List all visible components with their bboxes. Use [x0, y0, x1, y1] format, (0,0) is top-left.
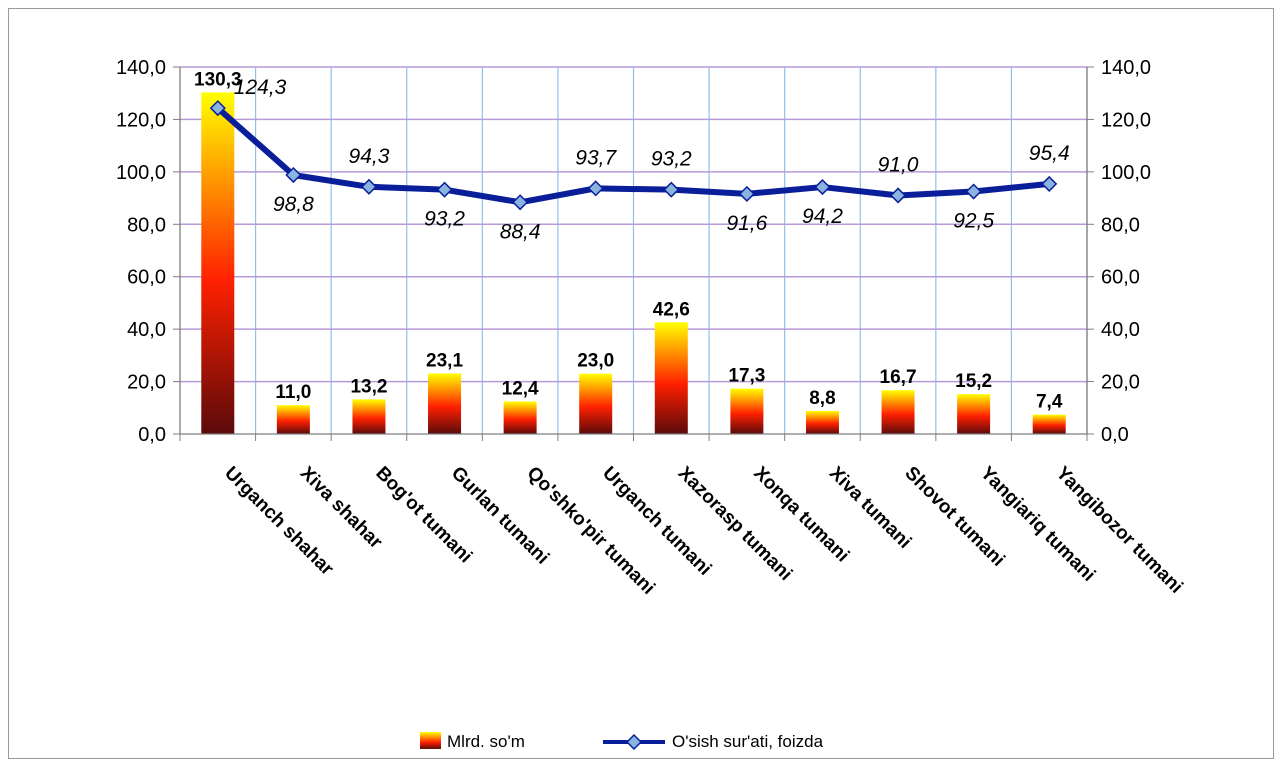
y2-tick-label: 40,0	[1101, 319, 1140, 341]
y2-tick-label: 140,0	[1101, 57, 1151, 79]
y-tick-label: 120,0	[116, 109, 166, 131]
bar-series	[201, 92, 1066, 434]
bar	[805, 410, 839, 434]
line-value-label: 124,3	[234, 76, 287, 99]
bar-value-label: 130,3	[194, 69, 242, 90]
bar	[957, 394, 991, 434]
line-value-label: 93,2	[424, 208, 465, 231]
line-marker	[965, 183, 982, 200]
data-labels: 130,3 11,0 13,2 23,1 12,4 23,0 42,6 17,3 8,8 16,7…	[194, 69, 1070, 412]
bar	[352, 399, 386, 434]
bar	[276, 405, 310, 434]
grid-lines	[180, 66, 1088, 434]
bar	[654, 322, 688, 434]
y2-tick-label: 60,0	[1101, 267, 1140, 289]
bar-value-label: 15,2	[955, 371, 992, 392]
legend-marker-icon	[625, 733, 643, 751]
line-marker	[436, 181, 453, 198]
bar	[1032, 414, 1066, 434]
y-tick-label: 20,0	[127, 372, 166, 394]
axes: 0,0 0,0 20,0 20,0 40,0 40,0 60,0 60,0 80,0 80,0 10…	[116, 57, 1187, 599]
bar-value-label: 17,3	[728, 366, 765, 387]
line-marker	[587, 180, 604, 197]
bar	[579, 373, 613, 434]
legend-line-label: O'sish sur'ati, foizda	[672, 732, 824, 751]
line-series	[209, 100, 1058, 211]
line-value-label: 98,8	[273, 193, 314, 216]
line-value-label: 91,6	[726, 212, 767, 235]
line-marker	[663, 181, 680, 198]
growth-line	[215, 105, 1050, 206]
bar-value-label: 23,0	[577, 351, 614, 372]
bar	[201, 92, 235, 434]
bar-value-label: 13,2	[350, 376, 387, 397]
y-tick-label: 140,0	[116, 57, 166, 79]
line-marker	[889, 187, 907, 204]
y2-tick-label: 20,0	[1101, 372, 1140, 394]
line-marker	[209, 100, 226, 117]
y-tick-label: 100,0	[116, 162, 166, 184]
line-marker	[1041, 175, 1058, 192]
line-value-label: 92,5	[953, 210, 994, 233]
bar	[881, 390, 915, 434]
line-value-label: 94,3	[349, 145, 390, 168]
legend-bar-label: Mlrd. so'm	[447, 732, 525, 751]
y-tick-label: 0,0	[138, 424, 166, 446]
bar-value-label: 11,0	[275, 382, 311, 403]
line-marker	[360, 178, 378, 195]
y2-tick-label: 120,0	[1101, 109, 1151, 131]
bar	[730, 388, 764, 434]
category-label: Qo'shko'pir tumani	[523, 463, 659, 599]
y2-tick-label: 0,0	[1101, 424, 1129, 446]
bar-value-label: 8,8	[809, 388, 835, 409]
y-tick-label: 60,0	[127, 267, 166, 289]
bar-value-label: 23,1	[426, 350, 463, 371]
bar	[503, 401, 537, 434]
bar	[428, 373, 462, 434]
bar-value-label: 16,7	[880, 367, 917, 388]
y2-tick-label: 100,0	[1101, 162, 1151, 184]
category-label: Yangibozor tumani	[1052, 463, 1187, 598]
line-value-label: 91,0	[878, 153, 919, 176]
line-marker	[285, 166, 302, 184]
legend: Mlrd. so'm O'sish sur'ati, foizda	[420, 732, 824, 751]
bar-value-label: 12,4	[502, 378, 539, 399]
bar-value-label: 7,4	[1036, 392, 1063, 413]
line-value-label: 94,2	[802, 205, 843, 228]
line-value-label: 93,7	[575, 146, 617, 169]
line-marker	[512, 194, 529, 211]
legend-bar-swatch	[420, 732, 441, 749]
line-marker	[814, 179, 831, 196]
y-tick-label: 40,0	[127, 319, 166, 341]
y-tick-label: 80,0	[127, 214, 166, 236]
line-marker	[738, 185, 755, 202]
line-value-label: 95,4	[1029, 142, 1070, 165]
bar-value-label: 42,6	[653, 299, 690, 320]
line-value-label: 93,2	[651, 148, 692, 171]
y2-tick-label: 80,0	[1101, 214, 1140, 236]
line-value-label: 88,4	[500, 220, 541, 243]
